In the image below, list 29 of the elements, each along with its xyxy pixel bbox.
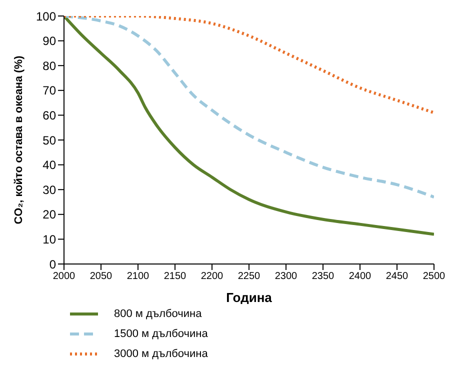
y-tick-label: 40	[42, 158, 56, 172]
x-tick-label: 2500	[422, 271, 446, 282]
x-tick-label: 2100	[126, 271, 150, 282]
x-tick-label: 2050	[90, 271, 113, 282]
y-tick-label: 80	[42, 58, 56, 73]
line-series	[64, 16, 434, 199]
y-tick-label: 10	[42, 232, 56, 246]
x-tick-label: 2200	[200, 271, 224, 282]
y-tick-label: 30	[42, 182, 56, 197]
y-tick-label: 60	[42, 108, 56, 122]
line-series	[64, 16, 434, 114]
x-tick-label: 2150	[164, 271, 187, 282]
y-tick-label: 100	[36, 9, 56, 24]
y-tick-label: 90	[42, 34, 56, 48]
x-tick-label: 2300	[274, 271, 298, 282]
x-tick-label: 2450	[386, 271, 409, 282]
y-tick-label: 20	[42, 208, 56, 222]
x-tick-label: 2400	[348, 271, 372, 282]
legend-label: 3000 м дълбочина	[114, 348, 208, 360]
y-tick-label: 50	[42, 133, 56, 148]
x-tick-label: 2350	[312, 271, 335, 282]
legend-label: 1500 м дълбочина	[114, 328, 208, 340]
line-series	[64, 16, 434, 236]
y-tick-label: 70	[42, 84, 56, 98]
y-axis-title: CO₂, който остава в океана (%)	[12, 55, 25, 224]
x-tick-label: 2250	[238, 271, 261, 282]
legend-label: 800 м дълбочина	[114, 308, 202, 320]
x-tick-label: 2000	[52, 271, 76, 282]
y-tick-label: 0	[49, 257, 56, 272]
